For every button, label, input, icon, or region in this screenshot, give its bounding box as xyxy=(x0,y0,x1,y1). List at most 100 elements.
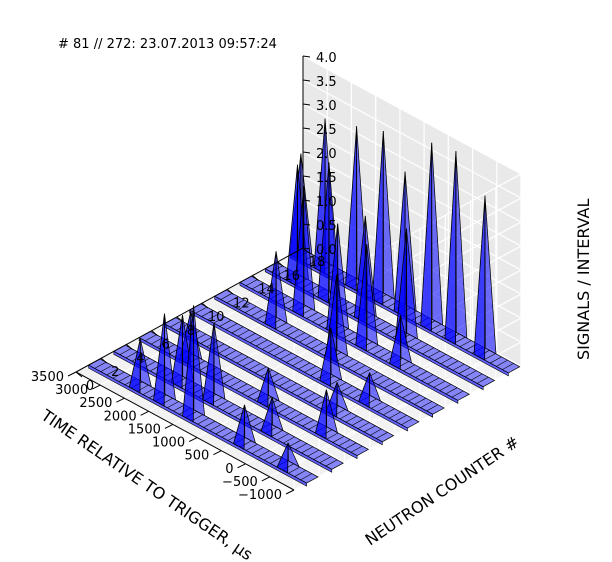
x-tick-label: −500 xyxy=(222,475,258,490)
strip-hatch xyxy=(421,374,434,382)
strip-hatch xyxy=(94,361,107,369)
strip-hatch xyxy=(213,316,226,324)
strip-hatch xyxy=(216,400,229,408)
strip-hatch xyxy=(395,414,407,422)
strip-hatch xyxy=(279,379,291,387)
z-tick-label: 3.5 xyxy=(316,75,337,90)
strip-hatch xyxy=(144,334,157,342)
strip-hatch xyxy=(422,347,435,355)
strip-hatch xyxy=(458,367,471,374)
strip-hatch xyxy=(200,336,213,344)
x-tick-mark xyxy=(237,463,246,469)
strip-hatch xyxy=(285,382,297,390)
y-tick-mark xyxy=(176,316,184,323)
strip-hatch xyxy=(247,390,260,397)
strip-hatch xyxy=(490,356,502,364)
strip-hatch xyxy=(415,371,428,378)
x-tick-mark xyxy=(261,476,271,482)
strip-hatch xyxy=(390,384,402,392)
strip-hatch xyxy=(414,397,427,405)
strip-hatch xyxy=(307,449,320,457)
strip-hatch xyxy=(289,439,301,447)
strip-hatch xyxy=(416,344,429,351)
strip-hatch xyxy=(409,367,421,375)
strip-hatch xyxy=(386,327,398,335)
strip-hatch xyxy=(350,445,363,453)
strip-hatch xyxy=(313,453,326,460)
strip-hatch xyxy=(201,310,214,317)
y-tick-label: 4 xyxy=(136,351,144,366)
chart-title: # 81 // 272: 23.07.2013 09:57:24 xyxy=(58,37,277,52)
strip-hatch xyxy=(273,376,285,384)
strip-hatch xyxy=(359,368,372,376)
strip-hatch xyxy=(451,390,464,398)
strip-hatch xyxy=(112,371,125,379)
signal-peak xyxy=(317,162,330,304)
strip-hatch xyxy=(311,342,324,349)
strip-hatch xyxy=(220,293,233,300)
strip-hatch xyxy=(257,285,270,293)
strip-hatch xyxy=(287,329,299,336)
signal-peak xyxy=(420,142,433,332)
signal-peak xyxy=(128,338,141,394)
x-tick-label: 2000 xyxy=(104,409,137,424)
strip-hatch xyxy=(389,411,401,419)
signal-peak xyxy=(264,251,277,330)
y-tick-mark xyxy=(302,247,310,254)
strip-hatch xyxy=(384,381,396,389)
strip-hatch xyxy=(402,391,414,399)
strip-hatch xyxy=(345,415,358,423)
strip-hatch xyxy=(209,424,222,431)
strip-hatch xyxy=(251,282,264,290)
strip-hatch xyxy=(254,366,267,374)
counter-ribbon-9 xyxy=(188,303,420,432)
strip-hatch xyxy=(280,352,292,360)
strip-hatch xyxy=(339,412,352,420)
x-tick-mark xyxy=(67,371,77,377)
strip-hatch xyxy=(222,403,235,411)
strip-hatch xyxy=(304,365,317,373)
strip-hatch xyxy=(277,433,289,441)
strip-hatch xyxy=(271,430,283,437)
strip-hatch xyxy=(297,389,309,397)
z-tick-mark xyxy=(302,175,311,178)
strip-hatch xyxy=(231,326,244,334)
z-tick-label: 1.5 xyxy=(316,171,337,186)
y-tick-mark xyxy=(75,371,83,378)
strip-hatch xyxy=(403,364,415,372)
strip-hatch xyxy=(250,309,263,317)
signal-peak xyxy=(444,151,457,345)
strip-hatch xyxy=(245,443,258,451)
signal-peak xyxy=(355,244,368,352)
strip-hatch xyxy=(268,346,280,353)
strip-hatch xyxy=(332,435,345,443)
z-tick-label: 4.0 xyxy=(316,51,337,66)
x-tick-label: 1000 xyxy=(152,436,185,451)
signal-peak xyxy=(202,322,215,407)
strip-hatch xyxy=(224,350,237,357)
strip-hatch xyxy=(258,450,270,458)
strip-hatch xyxy=(303,392,316,400)
x-tick-label: 500 xyxy=(185,449,210,464)
strip-hatch xyxy=(341,358,354,366)
strip-hatch xyxy=(118,375,131,382)
signal-peak xyxy=(313,118,326,275)
signal-peak xyxy=(276,442,289,474)
x-tick-label: 3500 xyxy=(31,370,64,385)
z-tick-label: 3.0 xyxy=(316,99,337,114)
signal-peak xyxy=(260,397,273,438)
strip-hatch xyxy=(357,422,370,429)
x-tick-mark xyxy=(188,437,198,443)
strip-hatch xyxy=(293,332,305,340)
strip-hatch xyxy=(119,348,132,355)
strip-hatch xyxy=(290,413,302,420)
data-marks xyxy=(87,118,521,487)
y-tick-label: 8 xyxy=(187,324,195,339)
y-axis-line xyxy=(75,247,304,373)
strip-hatch xyxy=(383,408,395,416)
x-tick-mark xyxy=(213,450,222,456)
strip-hatch xyxy=(221,430,234,438)
y-tick-label: 10 xyxy=(208,310,225,325)
strip-hatch xyxy=(286,355,298,363)
strip-hatch xyxy=(295,443,307,450)
